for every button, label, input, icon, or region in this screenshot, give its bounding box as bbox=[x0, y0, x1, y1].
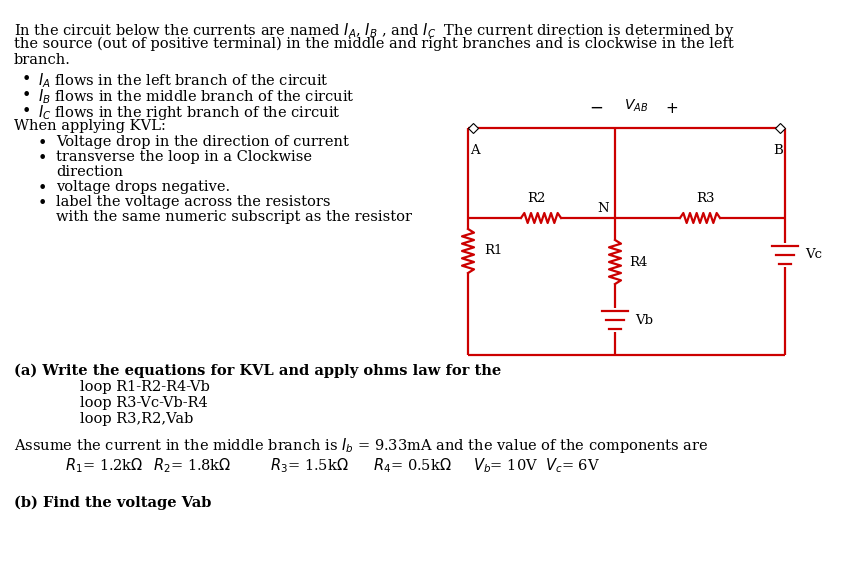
Text: N: N bbox=[598, 202, 609, 215]
Text: $I_B$ flows in the middle branch of the circuit: $I_B$ flows in the middle branch of the … bbox=[38, 87, 355, 106]
Text: •: • bbox=[38, 180, 47, 197]
Text: A: A bbox=[470, 144, 480, 157]
Text: R2: R2 bbox=[527, 192, 545, 205]
Text: •: • bbox=[22, 71, 31, 88]
Text: loop R1-R2-R4-Vb: loop R1-R2-R4-Vb bbox=[80, 380, 210, 394]
Text: the source (out of positive terminal) in the middle and right branches and is cl: the source (out of positive terminal) in… bbox=[14, 37, 733, 51]
Text: branch.: branch. bbox=[14, 53, 71, 67]
Text: $I_A$ flows in the left branch of the circuit: $I_A$ flows in the left branch of the ci… bbox=[38, 71, 329, 89]
Text: B: B bbox=[773, 144, 783, 157]
Text: (b) Find the voltage Vab: (b) Find the voltage Vab bbox=[14, 496, 212, 511]
Text: with the same numeric subscript as the resistor: with the same numeric subscript as the r… bbox=[56, 210, 412, 224]
Text: In the circuit below the currents are named $I_A$, $I_B$ , and $I_C$  The curren: In the circuit below the currents are na… bbox=[14, 21, 734, 40]
Text: $V_b$= 10V: $V_b$= 10V bbox=[473, 456, 538, 475]
Text: $I_C$ flows in the right branch of the circuit: $I_C$ flows in the right branch of the c… bbox=[38, 103, 341, 122]
Text: Assume the current in the middle branch is $I_b$ = 9.33mA and the value of the c: Assume the current in the middle branch … bbox=[14, 436, 708, 455]
Text: Vc: Vc bbox=[805, 249, 822, 261]
Text: transverse the loop in a Clockwise: transverse the loop in a Clockwise bbox=[56, 150, 312, 164]
Text: (a) Write the equations for KVL and apply ohms law for the: (a) Write the equations for KVL and appl… bbox=[14, 364, 502, 379]
Text: $R_4$= 0.5k$\Omega$: $R_4$= 0.5k$\Omega$ bbox=[373, 456, 452, 475]
Text: R4: R4 bbox=[629, 256, 647, 268]
Text: R1: R1 bbox=[484, 245, 502, 257]
Text: $V_{AB}$: $V_{AB}$ bbox=[625, 98, 648, 114]
Text: •: • bbox=[38, 195, 47, 212]
Text: loop R3,R2,Vab: loop R3,R2,Vab bbox=[80, 412, 193, 426]
Text: voltage drops negative.: voltage drops negative. bbox=[56, 180, 230, 194]
Text: $V_c$= 6V: $V_c$= 6V bbox=[545, 456, 600, 475]
Text: When applying KVL:: When applying KVL: bbox=[14, 119, 166, 133]
Text: loop R3-Vc-Vb-R4: loop R3-Vc-Vb-R4 bbox=[80, 396, 207, 410]
Text: •: • bbox=[22, 103, 31, 120]
Text: $R_3$= 1.5k$\Omega$: $R_3$= 1.5k$\Omega$ bbox=[270, 456, 349, 475]
Text: $+$: $+$ bbox=[665, 102, 678, 116]
Text: •: • bbox=[38, 150, 47, 167]
Text: $R_1$= 1.2k$\Omega$: $R_1$= 1.2k$\Omega$ bbox=[65, 456, 143, 475]
Text: R3: R3 bbox=[695, 192, 714, 205]
Text: Vb: Vb bbox=[635, 313, 653, 327]
Text: Voltage drop in the direction of current: Voltage drop in the direction of current bbox=[56, 135, 349, 149]
Text: •: • bbox=[38, 135, 47, 152]
Text: •: • bbox=[22, 87, 31, 104]
Text: $R_2$= 1.8k$\Omega$: $R_2$= 1.8k$\Omega$ bbox=[153, 456, 231, 475]
Text: direction: direction bbox=[56, 165, 123, 179]
Text: $-$: $-$ bbox=[589, 99, 604, 116]
Text: label the voltage across the resistors: label the voltage across the resistors bbox=[56, 195, 330, 209]
